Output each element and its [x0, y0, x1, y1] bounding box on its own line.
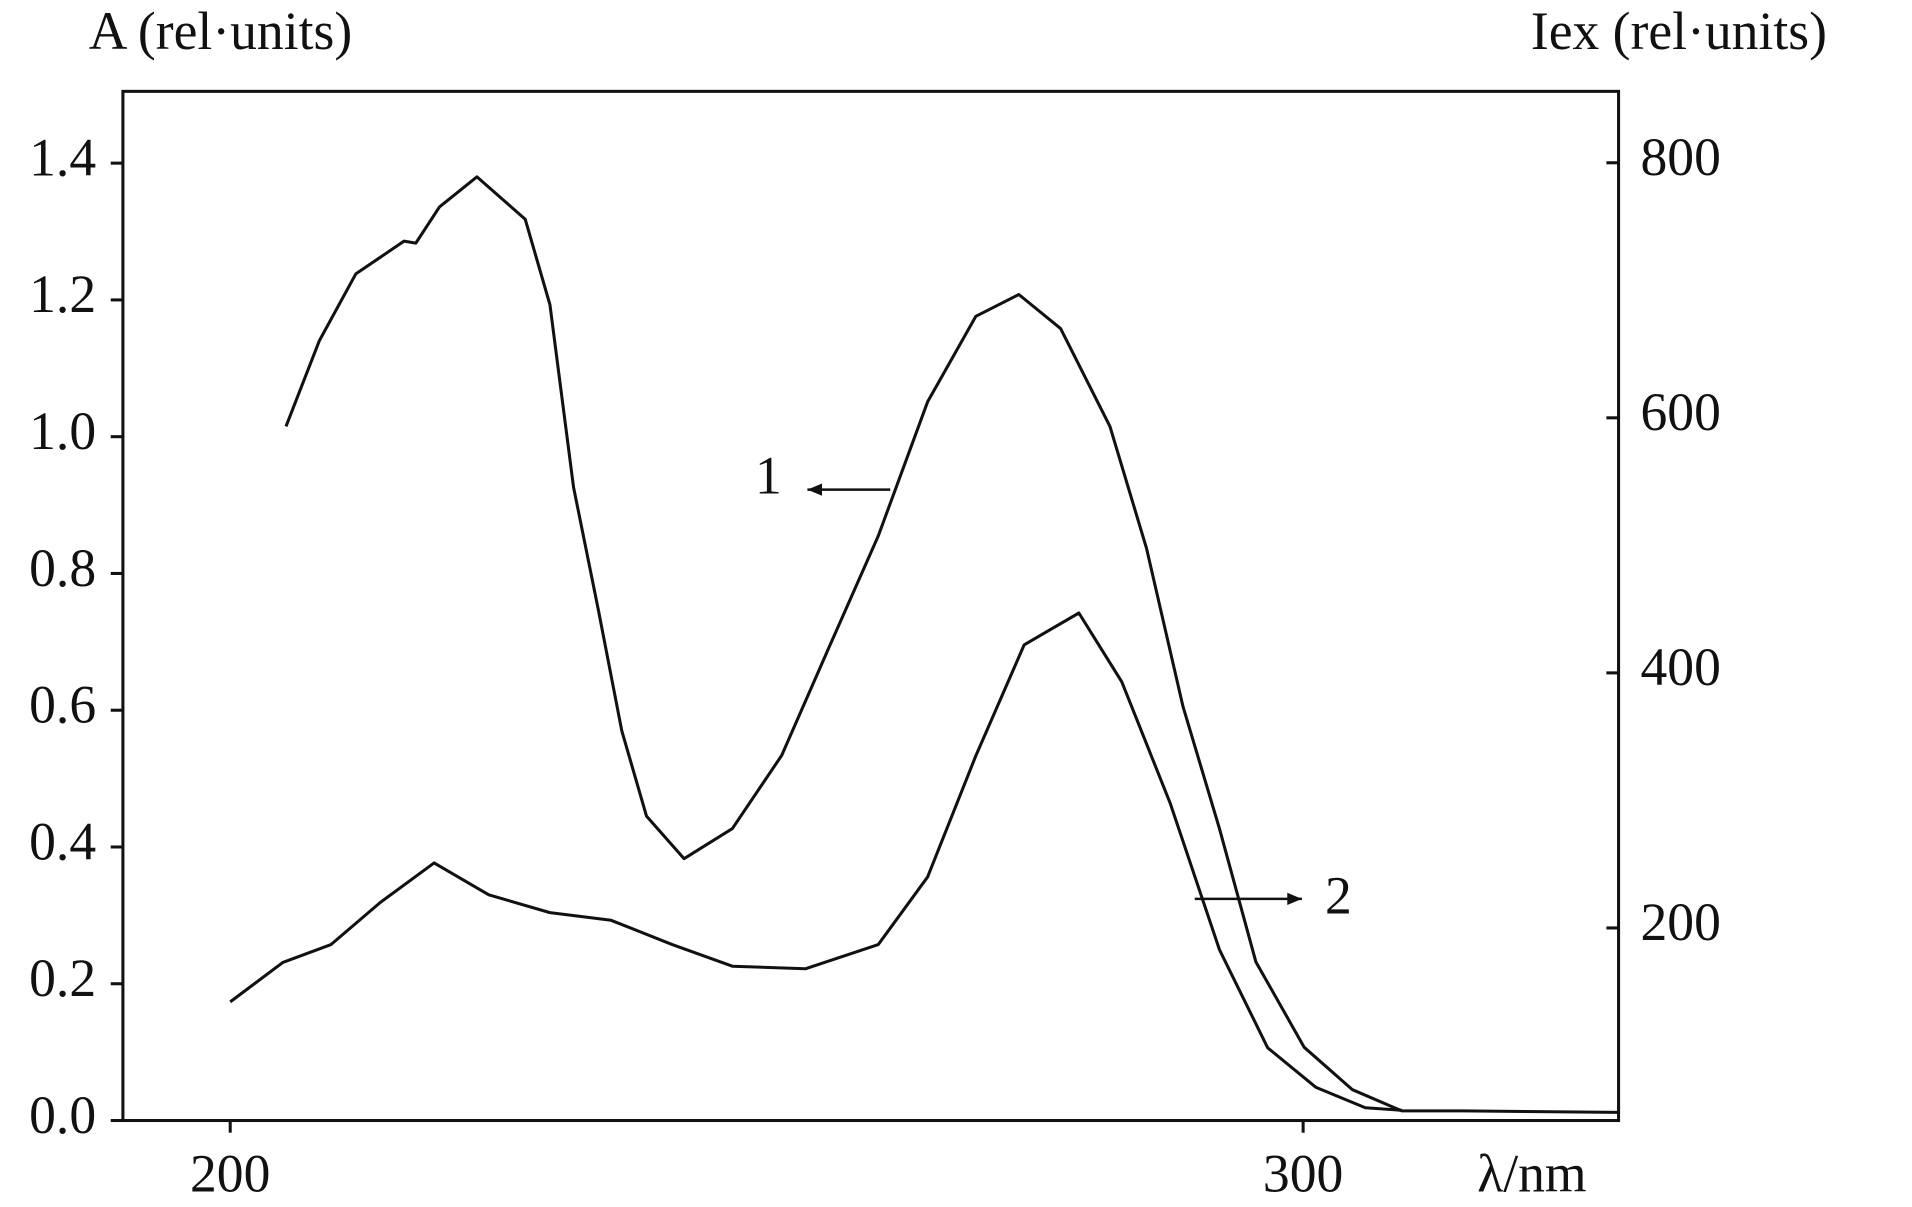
y-tick-label: 0.2 [29, 948, 96, 1008]
x-axis-label: λ/nm [1477, 1143, 1586, 1203]
curve-label: 1 [755, 445, 782, 505]
series-line [284, 175, 1619, 1114]
y2-axis-label: Iex (rel·units) [1531, 1, 1827, 61]
y-tick-label: 0.0 [29, 1085, 96, 1145]
curve-arrowhead [1287, 892, 1302, 905]
y-tick-label: 1.0 [29, 401, 96, 461]
y-tick-label: 0.4 [29, 811, 96, 871]
y2-tick-label: 400 [1640, 637, 1720, 697]
plot-frame [121, 89, 1621, 1123]
curve-arrowhead [807, 483, 823, 496]
x-tick-label: 200 [190, 1143, 270, 1203]
series-line [229, 611, 1403, 1112]
y-tick-label: 0.8 [29, 538, 96, 598]
y-tick-label: 1.2 [29, 264, 96, 324]
y2-tick-label: 600 [1640, 382, 1720, 442]
y-axis-label: A (rel·units) [89, 1, 352, 61]
y-tick-label: 1.4 [29, 127, 96, 187]
x-tick-label: 300 [1263, 1143, 1343, 1203]
y-tick-label: 0.6 [29, 675, 96, 735]
y2-tick-label: 800 [1640, 127, 1720, 187]
curve-label: 2 [1325, 866, 1352, 926]
y2-tick-label: 200 [1640, 892, 1720, 952]
